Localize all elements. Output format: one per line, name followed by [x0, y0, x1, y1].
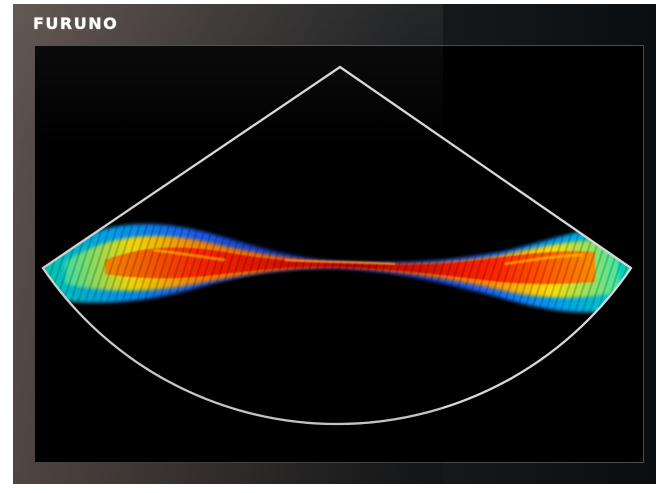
sonar-sector-icon	[41, 65, 633, 426]
sonar-display	[41, 65, 633, 426]
brand-logo: FURUNO	[33, 14, 119, 33]
sonar-echo-icon	[43, 223, 631, 313]
sonar-unit-bezel: FURUNO	[13, 4, 656, 484]
sonar-screen	[34, 45, 644, 463]
